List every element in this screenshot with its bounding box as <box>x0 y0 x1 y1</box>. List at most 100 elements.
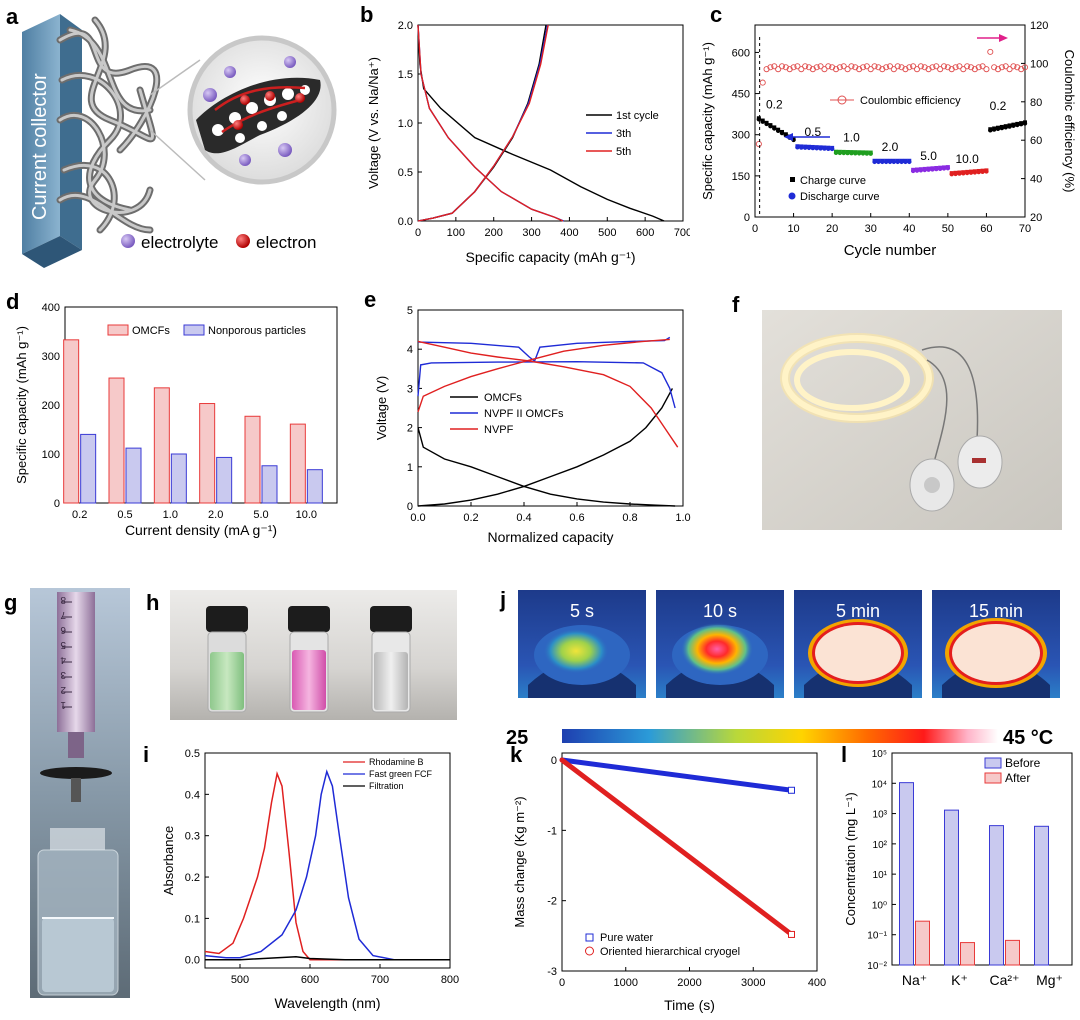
x-tick-label: 2000 <box>677 977 701 989</box>
y-tick-label: -1 <box>547 825 557 837</box>
ce-point <box>794 63 801 70</box>
ce-point <box>802 63 809 70</box>
discharge-point <box>895 159 900 165</box>
series-markers <box>559 757 794 937</box>
discharge-point <box>845 150 850 156</box>
y-tick-label: 150 <box>732 171 750 183</box>
y-tick-label: 2 <box>407 423 413 435</box>
y-tick-label: 200 <box>42 400 60 412</box>
ce-point <box>844 66 851 73</box>
series-line <box>204 771 450 961</box>
discharge-point <box>860 151 866 156</box>
discharge-point <box>880 159 885 165</box>
discharge-point <box>810 145 816 151</box>
x-tick-label: Na⁺ <box>902 972 927 988</box>
discharge-point <box>806 145 812 151</box>
y-tick-label: 300 <box>732 130 750 142</box>
discharge-point <box>872 159 877 165</box>
plot-frame <box>204 752 451 969</box>
chart-c: c 0 10 20 30 40 50 60 70 0 150 300 450 600 20 40 60 80 100… <box>700 2 1077 259</box>
discharge-point <box>968 170 974 175</box>
electron-marker <box>236 234 250 248</box>
x-tick-label: 300 <box>522 227 540 239</box>
rate-label: 2.0 <box>882 140 899 154</box>
discharge-point <box>760 119 765 124</box>
legend-electrolyte: electrolyte <box>141 233 218 252</box>
syringe-tick-label: 6 <box>60 624 66 635</box>
chart-b: b 0 100 200 300 400 500 600 700 0.0 0.5 1.0 1.5 2.0 Sp… <box>360 2 690 265</box>
panel-h-photo: h <box>146 590 457 720</box>
x-axis-label: Current density (mA g⁻¹) <box>125 522 277 538</box>
ce-point <box>755 140 762 148</box>
y-tick-label: 5 <box>407 305 413 317</box>
y-tick-label: 0 <box>407 501 413 513</box>
legend-label: Rhodamine B <box>369 757 424 767</box>
thermal-frame-1 <box>518 590 646 698</box>
discharge-point <box>795 145 800 150</box>
legend-label: Filtration <box>369 781 404 791</box>
legend-electron: electron <box>256 233 316 252</box>
y-tick-label: 10⁵ <box>872 749 887 760</box>
discharge-point <box>918 168 924 173</box>
discharge-point <box>856 151 862 156</box>
y-tick-label: 0.0 <box>398 216 413 228</box>
y2-tick-label: 100 <box>1030 58 1048 70</box>
x-tick-label: 10.0 <box>296 509 317 521</box>
discharge-point <box>802 145 808 150</box>
x-tick-label: 5.0 <box>253 509 268 521</box>
legend-marker <box>585 933 594 942</box>
legend-label: NVPF <box>484 424 514 436</box>
x-tick-label: 10 <box>787 223 799 235</box>
series-charge-line <box>417 24 549 222</box>
discharge-point <box>887 159 893 165</box>
x-tick-label: 60 <box>980 223 992 235</box>
syringe-tick-label: 2 <box>60 684 66 695</box>
discharge-point <box>984 169 989 174</box>
ce-point <box>906 64 913 71</box>
x-tick-label: 70 <box>1019 223 1031 235</box>
y-tick-label: 600 <box>732 47 750 59</box>
syringe-tick-label: 3 <box>60 669 66 680</box>
y-axis-label: Specific capacity (mAh g⁻¹) <box>700 42 715 200</box>
discharge-point <box>772 126 777 131</box>
y-tick-label: 100 <box>42 449 60 461</box>
ce-point <box>790 64 797 71</box>
ce-point <box>940 63 948 70</box>
discharge-point <box>949 172 954 177</box>
bar <box>1005 939 1020 966</box>
discharge-point <box>1007 124 1012 129</box>
y-tick-label: 0 <box>744 212 750 224</box>
ce-point <box>913 66 921 73</box>
thermal-frame-3 <box>794 590 922 698</box>
legend-charge-marker <box>790 177 795 182</box>
ce-point <box>867 66 874 73</box>
discharge-point <box>945 165 951 171</box>
discharge-point <box>903 159 908 165</box>
ce-point <box>759 79 766 86</box>
discharge-point <box>907 159 912 165</box>
bar <box>289 423 306 504</box>
discharge-point <box>999 125 1005 131</box>
bar <box>108 377 125 504</box>
panel-g-label: g <box>4 590 17 615</box>
bar <box>989 825 1004 966</box>
discharge-point <box>926 167 931 172</box>
panel-i-label: i <box>143 742 149 767</box>
series-line <box>204 769 450 961</box>
ce-point <box>767 64 774 71</box>
series-discharge-line <box>417 24 564 222</box>
ce-point <box>998 64 1005 71</box>
discharge-point <box>853 151 858 156</box>
panel-f-photo: f <box>732 292 1062 530</box>
ce-point <box>929 64 936 71</box>
syringe-filter <box>40 767 112 779</box>
x-axis-label: Specific capacity (mAh g⁻¹) <box>466 249 636 265</box>
y2-axis-label: Coulombic efficiency (%) <box>1062 50 1077 193</box>
y2-tick-label: 120 <box>1030 20 1048 32</box>
ce-point <box>987 48 994 55</box>
y-tick-label: 0.1 <box>185 913 200 925</box>
y-tick-label: 0.5 <box>398 167 413 179</box>
x-tick-label: Ca²⁺ <box>990 972 1020 988</box>
discharge-point <box>1011 123 1016 128</box>
ce-point <box>813 64 820 71</box>
